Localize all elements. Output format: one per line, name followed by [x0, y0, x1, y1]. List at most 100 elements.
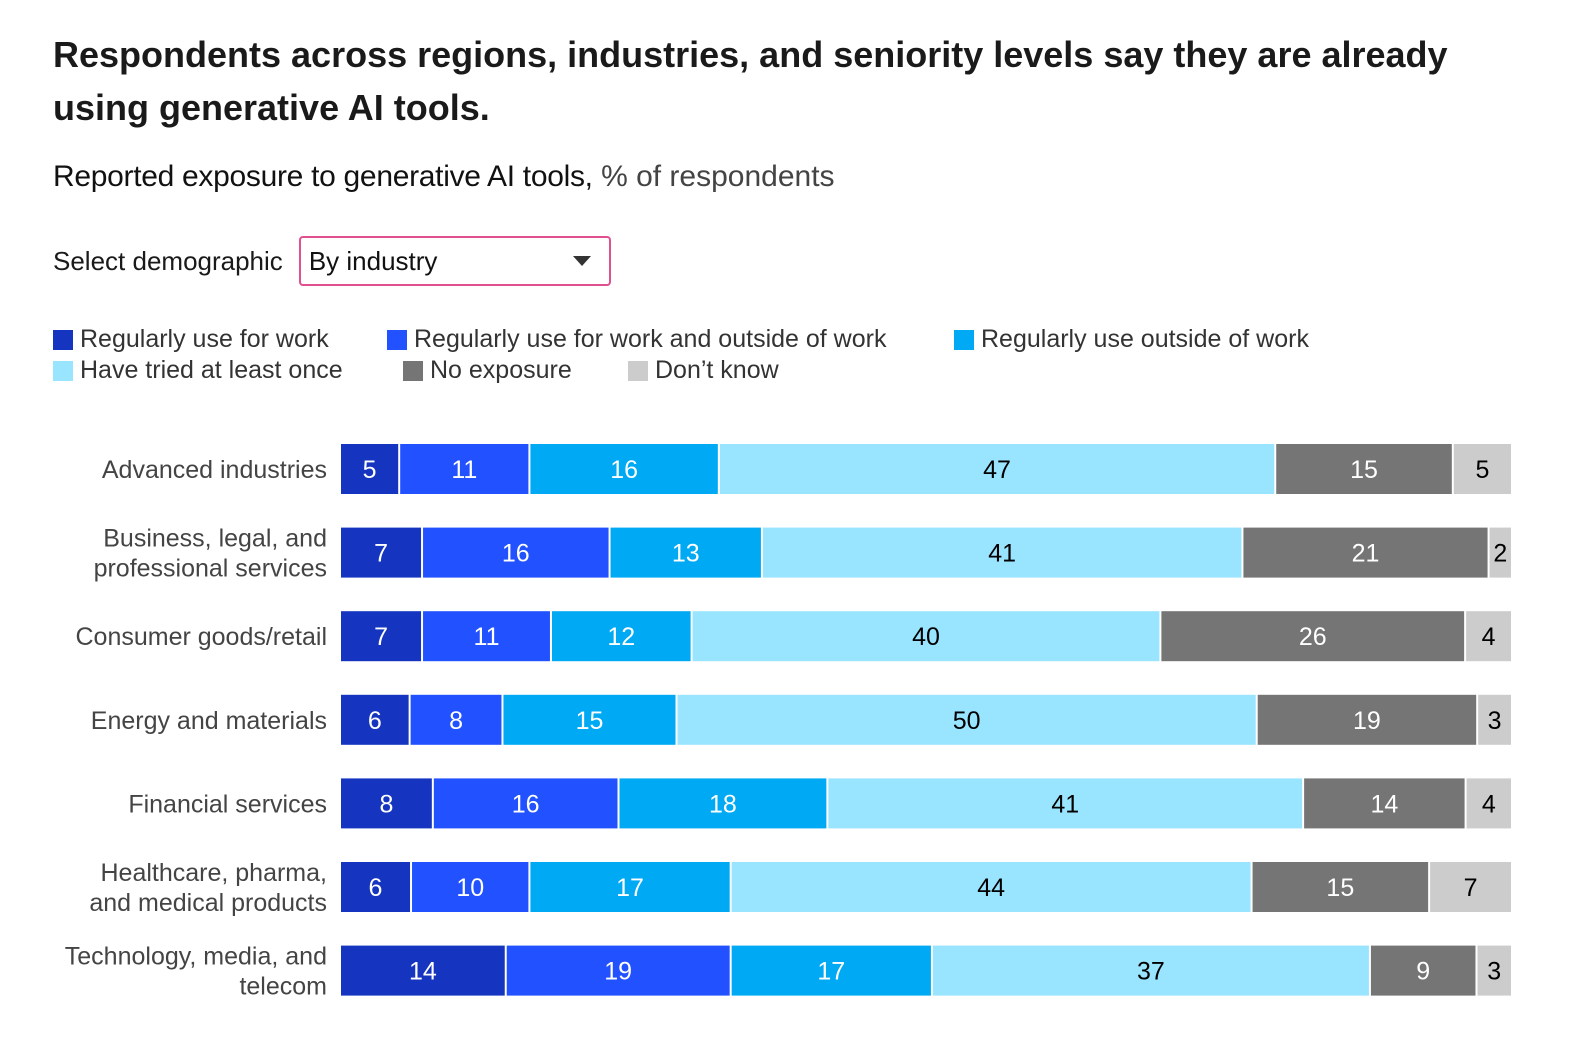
row-label: Healthcare, pharma, and medical products: [89, 859, 327, 917]
bar-value-label: 4: [1482, 623, 1496, 651]
bar-value-label: 11: [451, 456, 477, 484]
legend-swatch: [628, 360, 648, 381]
bar-segment: [433, 778, 618, 829]
bar-segment: [1257, 694, 1477, 745]
bar-value-label: 6: [369, 874, 383, 902]
row-label: Advanced industries: [102, 456, 327, 484]
row-label: Energy and materials: [91, 707, 327, 735]
bar-segment: [530, 444, 718, 494]
bar-segment: [619, 778, 827, 829]
bar-value-label: 17: [817, 958, 845, 986]
bar-value-label: 19: [604, 958, 632, 986]
legend-swatch: [954, 329, 974, 350]
bar-segment: [1453, 444, 1511, 494]
bar-segment: [410, 694, 502, 745]
bar-segment: [503, 694, 676, 745]
bar-value-label: 15: [1326, 874, 1354, 902]
bar-value-label: 10: [456, 874, 484, 902]
bar-segment: [1466, 611, 1511, 662]
legend-label: Regularly use outside of work: [981, 325, 1309, 353]
bar-segment: [412, 862, 529, 912]
legend-swatch: [387, 329, 407, 350]
bar-segment: [400, 444, 529, 494]
bar-segment: [551, 611, 691, 662]
bar-value-label: 44: [977, 874, 1005, 902]
bar-segment: [423, 611, 550, 662]
chart-subtitle: Reported exposure to generative AI tools…: [53, 160, 835, 194]
bar-value-label: 47: [983, 456, 1011, 484]
bar-segment: [530, 862, 730, 912]
subtitle-main: Reported exposure to generative AI tools…: [53, 160, 593, 193]
bar-value-label: 14: [409, 958, 437, 986]
bar-segment: [1466, 778, 1511, 829]
bar-segment: [731, 862, 1251, 912]
legend-item: Regularly use for work: [53, 325, 329, 354]
bar-value-label: 8: [379, 790, 393, 818]
subtitle-unit: % of respondents: [601, 160, 835, 193]
legend-label: Regularly use for work: [80, 325, 329, 353]
bar-value-label: 26: [1299, 623, 1327, 651]
bar-segment: [341, 862, 411, 912]
bar-value-label: 4: [1482, 790, 1496, 818]
bar-value-label: 12: [607, 623, 635, 651]
legend-item: Don’t know: [628, 356, 779, 385]
caret-down-icon[interactable]: [572, 256, 591, 266]
bar-segment: [762, 527, 1242, 578]
demographic-dropdown[interactable]: By industry: [298, 236, 611, 286]
bar-value-label: 41: [988, 540, 1016, 568]
row-label: Business, legal, and professional service…: [94, 525, 327, 583]
bar-value-label: 21: [1352, 540, 1380, 568]
bar-value-label: 50: [953, 707, 981, 735]
bar-segment: [506, 945, 730, 996]
legend-swatch: [53, 329, 73, 350]
dropdown-value: By industry: [308, 245, 438, 276]
row-label: Consumer goods/retail: [75, 623, 327, 651]
bar-value-label: 15: [1350, 456, 1378, 484]
bar-segment: [423, 527, 609, 578]
legend-item: Have tried at least once: [53, 356, 343, 385]
bar-segment: [1489, 527, 1511, 578]
bar-segment: [1252, 862, 1429, 912]
bar-value-label: 8: [449, 707, 463, 735]
bar-segment: [1478, 694, 1511, 745]
legend-swatch: [403, 360, 423, 381]
bar-value-label: 11: [474, 623, 500, 651]
bar-segment: [1304, 778, 1465, 829]
bar-segment: [677, 694, 1256, 745]
bar-value-label: 41: [1051, 790, 1079, 818]
bar-value-label: 2: [1493, 540, 1507, 568]
bar-segment: [932, 945, 1369, 996]
bar-segment: [1243, 527, 1488, 578]
row-label: Financial services: [128, 790, 327, 818]
bar-value-label: 16: [610, 456, 638, 484]
selector-label: Select demographic: [53, 245, 283, 276]
bar-value-label: 5: [363, 456, 377, 484]
bar-value-label: 15: [576, 707, 604, 735]
bar-value-label: 14: [1370, 790, 1398, 818]
chart-title: Respondents across regions, industries, …: [53, 34, 1448, 128]
bar-segment: [341, 527, 422, 578]
bar-value-label: 3: [1488, 707, 1502, 735]
bar-value-label: 16: [512, 790, 540, 818]
bar-segment: [692, 611, 1160, 662]
bar-segment: [828, 778, 1303, 829]
bar-value-label: 19: [1353, 707, 1381, 735]
bar-value-label: 9: [1416, 958, 1430, 986]
bar-value-label: 5: [1475, 456, 1489, 484]
bar-segment: [341, 444, 399, 494]
bar-value-label: 40: [912, 623, 940, 651]
bar-value-label: 37: [1137, 958, 1165, 986]
bar-segment: [341, 694, 409, 745]
bar-value-label: 7: [374, 623, 388, 651]
legend-swatch: [53, 360, 73, 381]
bar-segment: [341, 611, 422, 662]
bar-value-label: 17: [616, 874, 644, 902]
legend-item: No exposure: [403, 356, 572, 385]
legend-item: Regularly use for work and outside of wo…: [387, 325, 886, 354]
legend-label: Have tried at least once: [80, 356, 343, 384]
bar-segment: [731, 945, 931, 996]
bar-segment: [1370, 945, 1476, 996]
bar-segment: [1430, 862, 1511, 912]
bar-value-label: 7: [374, 540, 388, 568]
row-label: Technology, media, and telecom: [65, 943, 327, 1001]
